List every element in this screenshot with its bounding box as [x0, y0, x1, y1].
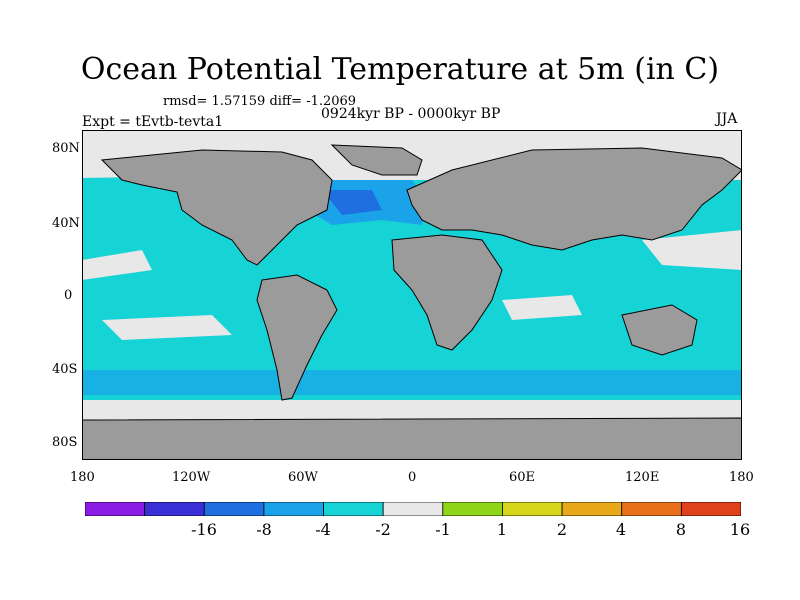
- south-america: [256, 274, 338, 401]
- colorbar-label: 4: [615, 520, 627, 539]
- period-label: 0924kyr BP - 0000kyr BP: [321, 106, 501, 122]
- colorbar: [85, 502, 741, 516]
- colorbar-label: -2: [375, 520, 391, 539]
- greenland: [330, 144, 423, 176]
- eurasia: [406, 147, 742, 251]
- southern-ocean-cold-band: [82, 370, 742, 395]
- indian-neutral-patch: [502, 295, 582, 320]
- colorbar-label: 2: [556, 520, 568, 539]
- lon-label-60e: 60E: [509, 470, 536, 485]
- stats-text: rmsd= 1.57159 diff= -1.2069: [163, 94, 357, 109]
- colorbar-label: -4: [315, 520, 331, 539]
- lat-label-80n: 80N: [52, 141, 80, 156]
- north-atlantic-colder-patch: [322, 190, 382, 215]
- colorbar-label: -16: [191, 520, 217, 539]
- season-label: JJA: [716, 111, 738, 127]
- lon-label-180e: 180: [729, 470, 754, 485]
- lon-label-120e: 120E: [625, 470, 660, 485]
- lat-label-80s: 80S: [52, 435, 78, 450]
- antarctica: [82, 417, 742, 460]
- lat-label-0: 0: [64, 288, 73, 303]
- lon-label-180w: 180: [70, 470, 95, 485]
- lon-label-0: 0: [408, 470, 417, 485]
- colorbar-label: -1: [435, 520, 451, 539]
- north-america: [100, 149, 333, 266]
- west-pacific-neutral-patch: [642, 230, 742, 270]
- map-frame: [82, 130, 742, 460]
- map-title: Ocean Potential Temperature at 5m (in C): [80, 52, 720, 87]
- south-pacific-neutral-patch: [102, 315, 232, 340]
- experiment-label: Expt = tEvtb-tevta1: [82, 114, 224, 130]
- australia: [621, 304, 698, 356]
- colorbar-label: 1: [496, 520, 508, 539]
- lat-label-40n: 40N: [52, 216, 80, 231]
- world-map: [82, 130, 742, 460]
- colorbar-label: -8: [256, 520, 272, 539]
- africa: [391, 234, 503, 351]
- lon-label-60w: 60W: [288, 470, 318, 485]
- colorbar-label: 8: [675, 520, 687, 539]
- colorbar-labels: -16 -8 -4 -2 -1 1 2 4 8 16: [85, 0, 750, 600]
- lon-label-120w: 120W: [172, 470, 211, 485]
- pacific-neutral-patch: [82, 250, 152, 280]
- colorbar-label: 16: [729, 520, 751, 539]
- lat-label-40s: 40S: [52, 362, 78, 377]
